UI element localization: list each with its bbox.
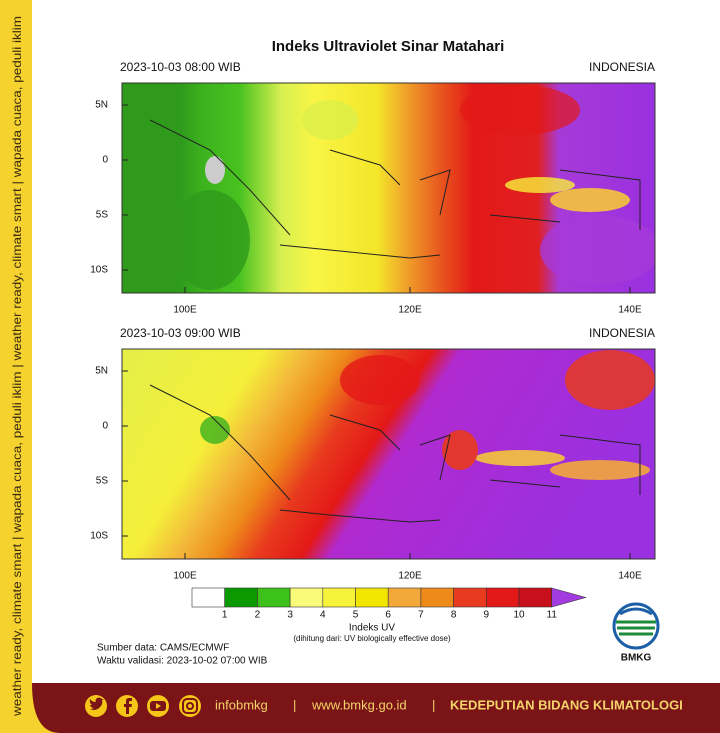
colorbar-tick-label: 7 xyxy=(418,610,424,621)
colorbar-tick-label: 5 xyxy=(353,610,359,621)
colorbar-tick-label: 8 xyxy=(451,610,457,621)
colorbar-label: Indeks UV xyxy=(349,623,395,634)
lat-label: 10S xyxy=(90,265,108,276)
colorbar-tick-label: 10 xyxy=(513,610,525,621)
colorbar-box xyxy=(191,587,226,608)
lon-label: 100E xyxy=(173,571,197,582)
bmkg-logo xyxy=(612,602,660,650)
colorbar-tick-label: 3 xyxy=(287,610,293,621)
lon-label: 140E xyxy=(618,571,642,582)
colorbar-note: (dihitung dari: UV biologically effectiv… xyxy=(293,634,451,643)
panel-region: INDONESIA xyxy=(589,60,655,74)
social-icons xyxy=(85,695,201,717)
title: Indeks Ultraviolet Sinar Matahari xyxy=(272,38,505,55)
panel-datetime: 2023-10-03 09:00 WIB xyxy=(120,326,241,340)
footer-separator: | xyxy=(293,697,296,712)
lon-label: 140E xyxy=(618,305,642,316)
colorbar-tick-label: 11 xyxy=(547,610,558,621)
colorbar-box xyxy=(485,587,520,608)
footer-department: KEDEPUTIAN BIDANG KLIMATOLOGI xyxy=(450,697,683,712)
lat-label: 10S xyxy=(90,531,108,542)
lon-label: 120E xyxy=(398,571,422,582)
colorbar-box xyxy=(257,587,291,608)
panel-datetime: 2023-10-03 08:00 WIB xyxy=(120,60,241,74)
footer-website: www.bmkg.go.id xyxy=(311,697,407,712)
logo-text: BMKG xyxy=(621,653,652,664)
lat-label: 5S xyxy=(96,210,109,221)
lon-label: 120E xyxy=(398,305,422,316)
colorbar-tick-label: 4 xyxy=(320,610,326,621)
uv-map xyxy=(122,349,655,559)
lat-label: 5S xyxy=(96,476,109,487)
colorbar-box xyxy=(355,587,389,608)
colorbar-box xyxy=(518,587,553,608)
footer-handle: infobmkg xyxy=(215,697,268,712)
colorbar-tick-label: 6 xyxy=(385,610,391,621)
source: Sumber data: CAMS/ECMWF xyxy=(97,643,229,654)
validity: Waktu validasi: 2023-10-02 07:00 WIB xyxy=(97,656,268,667)
colorbar-tick-label: 1 xyxy=(222,610,228,621)
colorbar-box xyxy=(453,587,487,608)
lat-label: 0 xyxy=(102,155,108,166)
lat-label: 5N xyxy=(95,100,108,111)
sidebar-text: weather ready, climate smart | wapada cu… xyxy=(10,16,24,717)
uv-map xyxy=(122,83,655,293)
colorbar-arrow xyxy=(551,587,587,608)
colorbar-box xyxy=(224,587,258,608)
map-frame xyxy=(121,348,656,560)
footer-bar xyxy=(32,683,720,733)
footer-corner xyxy=(32,683,60,733)
colorbar-tick-label: 9 xyxy=(484,610,490,621)
sidebar xyxy=(0,0,32,733)
colorbar-box xyxy=(387,587,422,608)
colorbar-box xyxy=(420,587,454,608)
colorbar-box xyxy=(289,587,324,608)
lat-label: 5N xyxy=(95,366,108,377)
colorbar-tick-label: 2 xyxy=(255,610,261,621)
map-frame xyxy=(121,82,656,294)
footer-separator: | xyxy=(432,697,435,712)
lon-label: 100E xyxy=(173,305,197,316)
colorbar-box xyxy=(322,587,356,608)
lat-label: 0 xyxy=(102,421,108,432)
panel-region: INDONESIA xyxy=(589,326,655,340)
